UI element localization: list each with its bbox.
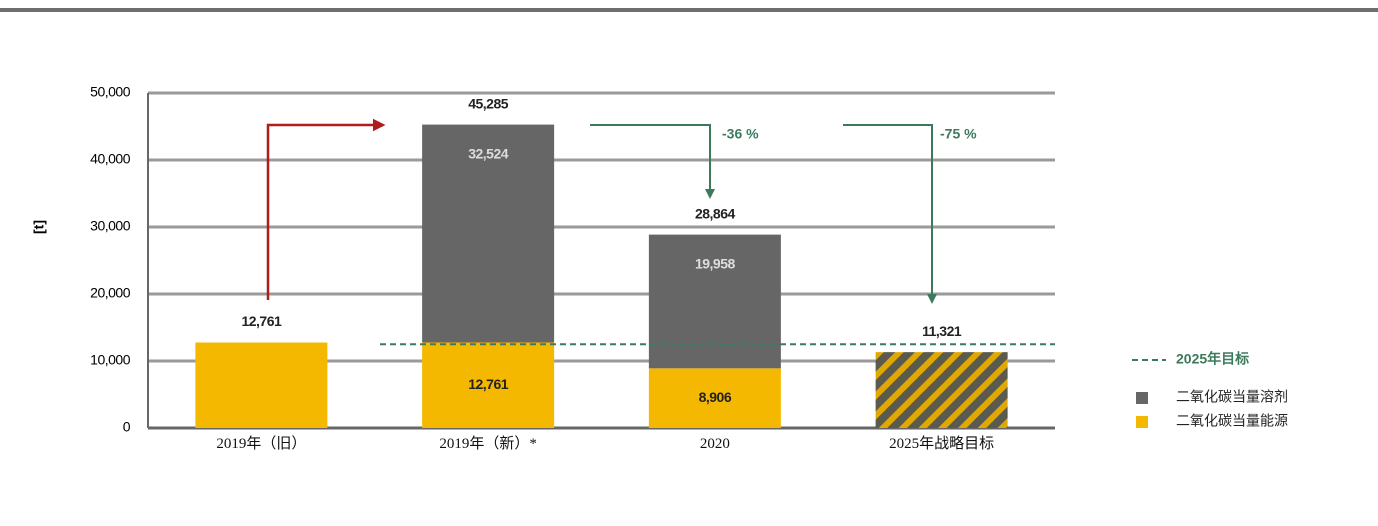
legend-swatch (1136, 392, 1148, 404)
x-tick-label: 2019年（旧） (216, 436, 307, 452)
arrow (590, 124, 715, 199)
bar-segment (648, 234, 781, 369)
segment-label: 19,958 (695, 255, 736, 271)
y-tick-label: 10,000 (90, 352, 131, 368)
x-tick-label: 2019年（新）* (439, 436, 537, 452)
arrow (843, 124, 937, 304)
legend-label: 2025年目标 (1176, 351, 1249, 367)
y-tick-label: 50,000 (90, 84, 131, 100)
bar-segment (195, 342, 328, 428)
arrow (266, 118, 386, 300)
annotation: -36 % (722, 126, 759, 142)
total-label: 11,321 (922, 323, 962, 339)
legend-label: 二氧化碳当量溶剂 (1176, 389, 1288, 405)
segment-label: 32,524 (468, 145, 509, 161)
y-axis-label: [t] (31, 220, 47, 234)
bar-segment (422, 342, 555, 428)
bar-segment (422, 124, 555, 343)
y-tick-label: 40,000 (90, 151, 131, 167)
total-label: 45,285 (468, 95, 509, 111)
segment-label: 8,906 (699, 389, 732, 405)
target-bar (875, 352, 1008, 428)
x-tick-label: 2020 (699, 436, 730, 452)
total-label: 12,761 (241, 313, 282, 329)
top-rule (0, 8, 1378, 12)
y-tick-label: 30,000 (90, 218, 131, 234)
bar-segment (648, 368, 781, 428)
legend-label: 二氧化碳当量能源 (1176, 413, 1288, 429)
segment-label: 12,761 (468, 376, 509, 392)
annotation: -75 % (940, 126, 977, 142)
y-tick-label: 0 (123, 419, 131, 435)
legend-swatch (1136, 416, 1148, 428)
y-tick-label: 20,000 (90, 285, 131, 301)
x-tick-label: 2025年战略目标 (889, 436, 995, 452)
total-label: 28,864 (695, 205, 736, 221)
